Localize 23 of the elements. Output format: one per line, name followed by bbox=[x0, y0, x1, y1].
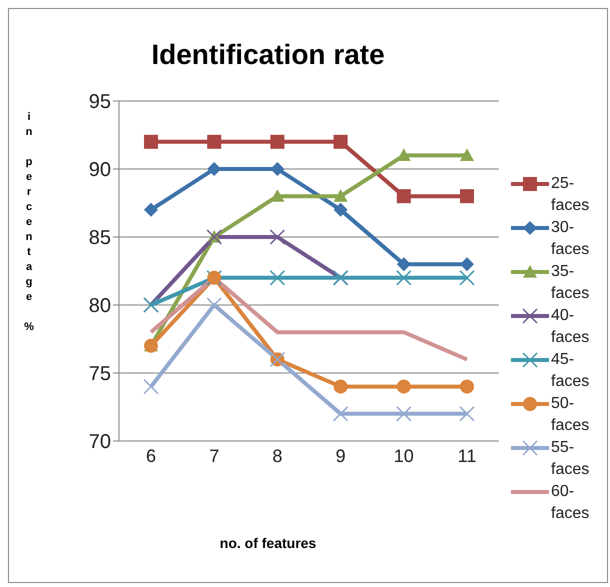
legend-label: 30-faces bbox=[551, 218, 590, 260]
y-tick-label: 80 bbox=[88, 295, 111, 318]
chart-title: Identification rate bbox=[150, 39, 386, 71]
x-tick-label: 9 bbox=[336, 446, 346, 466]
legend-label: 45-faces bbox=[551, 350, 590, 392]
x-tick-label: 10 bbox=[394, 446, 414, 466]
legend-label: 25-faces bbox=[551, 174, 590, 216]
y-tick-label: 95 bbox=[88, 91, 111, 114]
legend-label: 60-faces bbox=[551, 482, 590, 524]
legend-label: 55-faces bbox=[551, 438, 590, 480]
y-tick-label: 85 bbox=[88, 227, 111, 250]
legend-label: 40-faces bbox=[551, 306, 590, 348]
y-axis-title: in percentage % bbox=[23, 111, 35, 338]
legend-label: 35-faces bbox=[551, 262, 590, 304]
x-tick-label: 11 bbox=[458, 446, 476, 466]
x-tick-label: 6 bbox=[146, 446, 156, 466]
y-tick-label: 90 bbox=[88, 159, 111, 182]
legend-label: 50-faces bbox=[551, 394, 590, 436]
y-tick-label: 70 bbox=[88, 431, 111, 454]
x-tick-label: 8 bbox=[272, 446, 282, 466]
y-tick-label: 75 bbox=[88, 363, 111, 386]
x-axis-title: no. of features bbox=[218, 535, 318, 551]
x-tick-label: 7 bbox=[209, 446, 220, 466]
